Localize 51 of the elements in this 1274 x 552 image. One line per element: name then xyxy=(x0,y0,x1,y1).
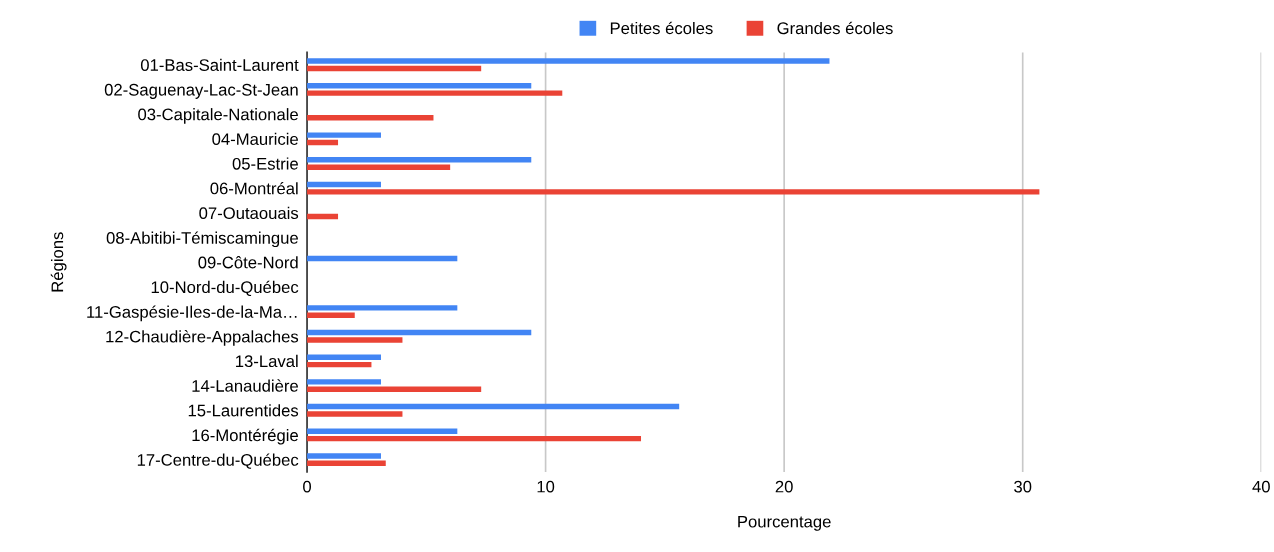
bar xyxy=(307,83,532,89)
bar xyxy=(307,164,451,170)
bar xyxy=(307,361,372,368)
bar xyxy=(307,58,830,64)
bar xyxy=(307,403,680,410)
x-tick-label: 20 xyxy=(775,480,793,493)
x-axis-title: Pourcentage xyxy=(738,515,831,531)
y-axis-title: Régions xyxy=(50,232,67,292)
y-tick-label: 01-Bas-Saint-Laurent xyxy=(140,58,299,71)
bar xyxy=(307,411,403,417)
bar xyxy=(307,453,381,459)
legend-label: Petites écoles xyxy=(610,21,713,35)
bar xyxy=(307,354,381,360)
y-tick-label: 12-Chaudière-Appalaches xyxy=(106,330,299,346)
y-tick-label: 07-Outaouais xyxy=(199,206,299,220)
bar xyxy=(307,181,381,188)
y-tick-label: 08-Abitibi-Témiscamingue xyxy=(106,231,298,248)
y-tick-label: 10-Nord-du-Québec xyxy=(151,280,299,297)
bar xyxy=(307,312,355,318)
y-tick-label: 05-Estrie xyxy=(232,157,298,170)
bar xyxy=(307,379,381,385)
bar xyxy=(307,305,458,311)
bar xyxy=(307,386,482,392)
y-tick-label: 14-Lanaudière xyxy=(192,379,298,392)
y-tick-label: 11-Gaspésie-Iles-de-la-Ma… xyxy=(87,305,297,322)
x-tick-label: 10 xyxy=(537,480,555,493)
bar xyxy=(307,189,1040,195)
bar xyxy=(307,65,482,72)
x-tick-label: 40 xyxy=(1252,480,1270,493)
x-tick-label: 0 xyxy=(303,480,312,493)
bar xyxy=(307,90,563,96)
x-tick-label: 30 xyxy=(1014,480,1032,493)
y-tick-label: 16-Montérégie xyxy=(192,428,298,445)
bar xyxy=(307,132,381,138)
y-tick-label: 03-Capitale-Nationale xyxy=(138,108,298,124)
y-tick-label: 02-Saguenay-Lac-St-Jean xyxy=(104,83,298,99)
bar xyxy=(307,329,532,336)
y-tick-label: 09-Côte-Nord xyxy=(198,256,298,269)
y-tick-label: 04-Mauricie xyxy=(212,132,298,146)
bar xyxy=(307,435,642,442)
bar xyxy=(307,337,403,343)
bar xyxy=(307,255,458,262)
y-tick-label: 15-Laurentides xyxy=(188,404,299,417)
y-tick-label: 06-Montréal xyxy=(210,181,298,195)
legend-label: Grandes écoles xyxy=(777,21,893,35)
bar xyxy=(307,115,434,121)
bar xyxy=(307,428,458,434)
bar xyxy=(307,157,532,163)
bar xyxy=(307,460,386,467)
y-tick-label: 17-Centre-du-Québec xyxy=(137,453,299,469)
y-tick-label: 13-Laval xyxy=(236,354,298,368)
